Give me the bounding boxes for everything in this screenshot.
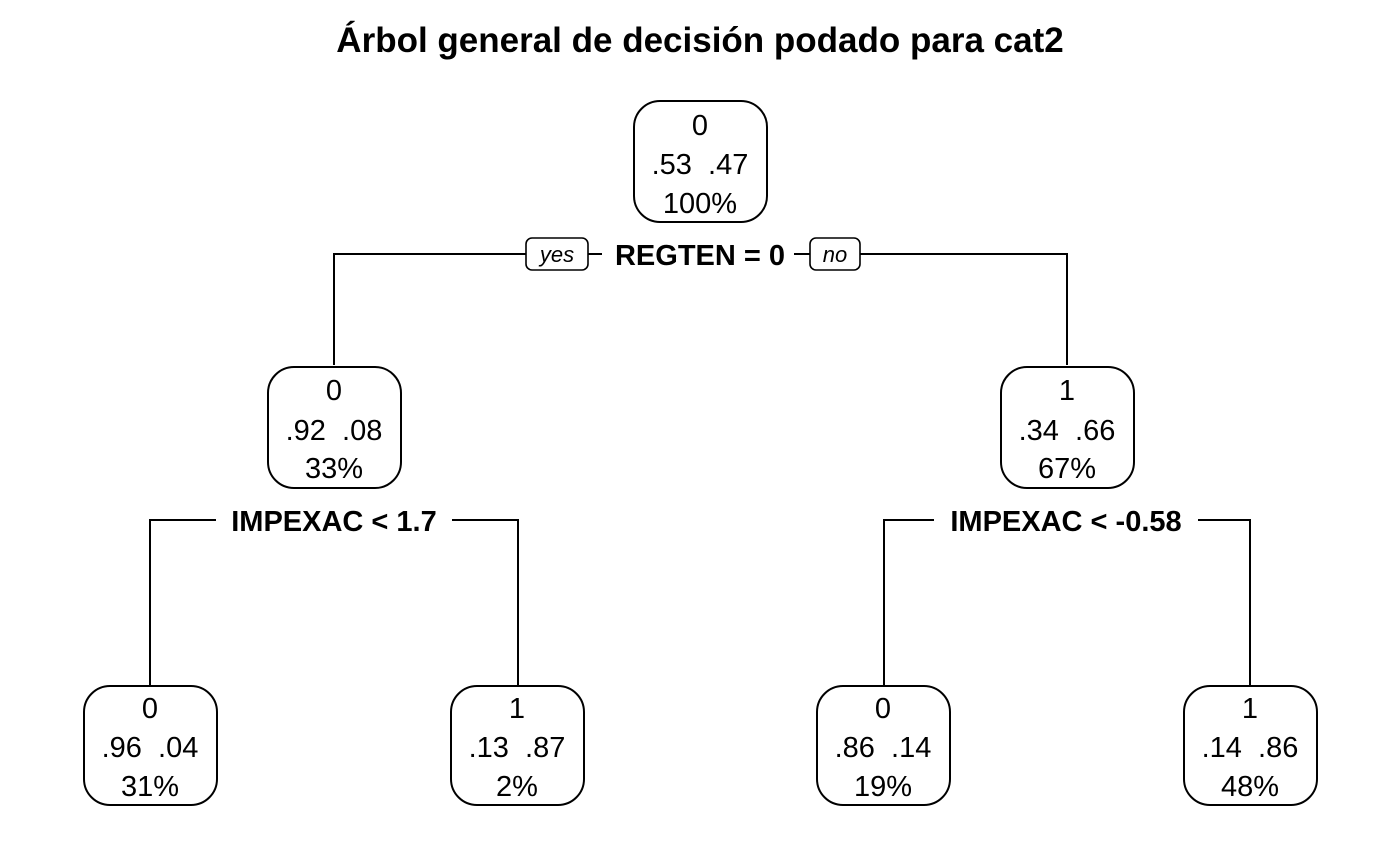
node-percent: 2% (496, 771, 538, 803)
leaf-node-ll: 0 .96 .04 31% (83, 685, 218, 806)
node-percent: 19% (854, 771, 912, 803)
node-right: 1 .34 .66 67% (1000, 366, 1135, 489)
node-box (1000, 366, 1135, 489)
leaf-node-rr: 1 .14 .86 48% (1183, 685, 1318, 806)
node-class: 0 (692, 110, 708, 142)
root-split: yes REGTEN = 0 no (525, 237, 861, 272)
node-box (1183, 685, 1318, 806)
node-probs: .14 .86 (1202, 732, 1299, 764)
no-label: no (823, 242, 847, 267)
edge-left-yes (149, 519, 216, 685)
node-class: 0 (326, 375, 342, 407)
leaf-node-rl: 0 .86 .14 19% (816, 685, 951, 806)
node-probs: .34 .66 (1019, 415, 1116, 447)
node-class: 0 (875, 693, 891, 725)
node-box (633, 100, 768, 223)
node-percent: 48% (1221, 771, 1279, 803)
node-class: 0 (142, 693, 158, 725)
node-class: 1 (509, 693, 525, 725)
tree-edges (149, 253, 1251, 685)
node-probs: .13 .87 (469, 732, 566, 764)
node-percent: 31% (121, 771, 179, 803)
node-probs: .86 .14 (835, 732, 932, 764)
node-class: 1 (1059, 375, 1075, 407)
split-label: REGTEN = 0 (615, 240, 785, 272)
node-box (267, 366, 402, 489)
node-box (83, 685, 218, 806)
node-probs: .92 .08 (286, 415, 383, 447)
edge-left-no (452, 519, 519, 685)
node-box (450, 685, 585, 806)
no-label-box (809, 237, 861, 271)
edge-right-no (1198, 519, 1251, 685)
node-left: 0 .92 .08 33% (267, 366, 402, 489)
diagram-title: Árbol general de decisión podado para ca… (336, 20, 1063, 60)
node-root: 0 .53 .47 100% (633, 100, 768, 223)
leaf-node-lr: 1 .13 .87 2% (450, 685, 585, 806)
right-split-label: IMPEXAC < -0.58 (950, 506, 1181, 538)
edge-root-no (860, 253, 1068, 365)
edge-root-yes (333, 253, 526, 365)
node-box (816, 685, 951, 806)
left-split-label: IMPEXAC < 1.7 (231, 506, 437, 538)
node-percent: 100% (663, 188, 737, 220)
node-probs: .96 .04 (102, 732, 199, 764)
yes-label-box (525, 237, 589, 271)
node-percent: 33% (305, 453, 363, 485)
node-probs: .53 .47 (652, 149, 749, 181)
node-class: 1 (1242, 693, 1258, 725)
node-percent: 67% (1038, 453, 1096, 485)
yes-label: yes (538, 242, 574, 267)
edge-right-yes (883, 519, 934, 685)
